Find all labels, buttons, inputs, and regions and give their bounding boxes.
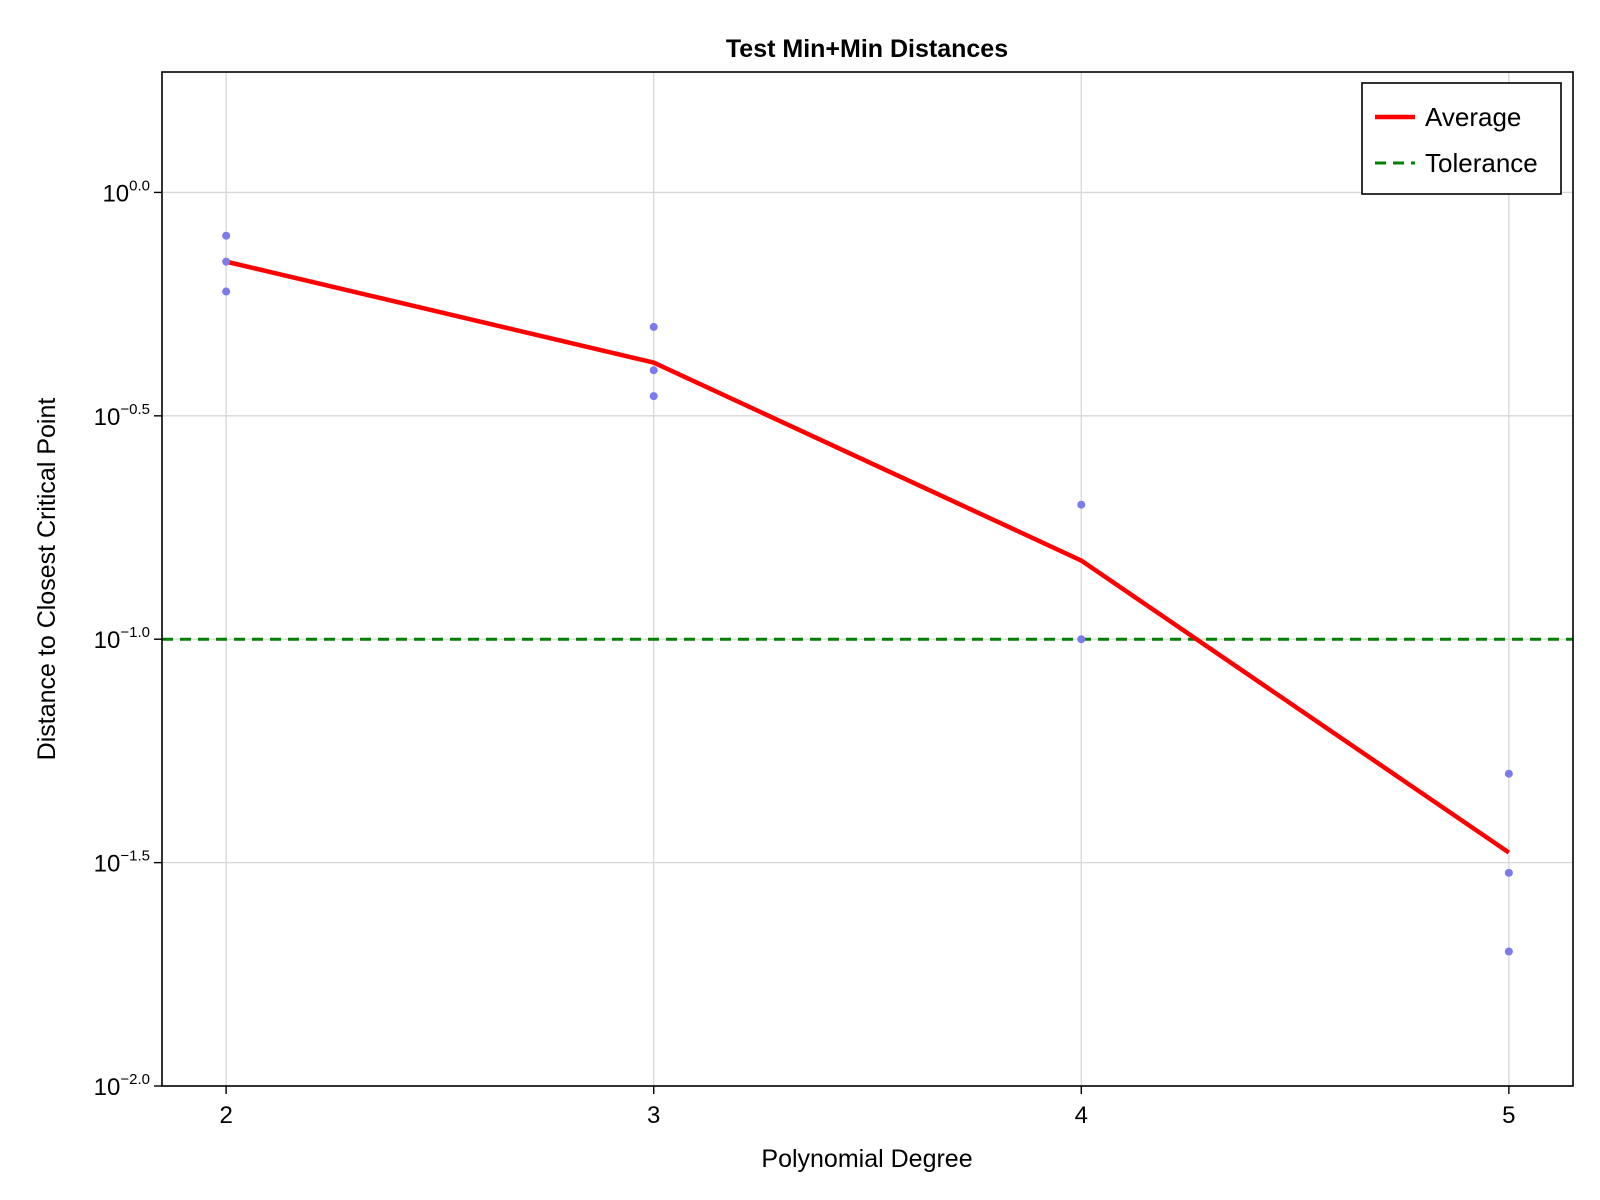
legend-average-label: Average — [1425, 102, 1521, 132]
y-tick-label: 100.0 — [102, 177, 150, 207]
y-tick-label: 10−1.0 — [94, 624, 150, 654]
y-axis-label: Distance to Closest Critical Point — [33, 398, 61, 761]
scatter-point — [649, 392, 658, 401]
legend-box — [1361, 82, 1562, 195]
x-axis-ticks: 2 3 4 5 — [219, 1086, 1516, 1129]
x-tick-label: 2 — [219, 1102, 232, 1129]
scatter-point — [1504, 947, 1513, 956]
legend-tolerance-label: Tolerance — [1425, 148, 1538, 178]
scatter-point — [1077, 635, 1086, 644]
chart-title: Test Min+Min Distances — [726, 35, 1008, 63]
average-line — [225, 259, 1511, 855]
scatter-point — [1504, 868, 1513, 877]
plot-frame — [161, 71, 1574, 1087]
legend: Average Tolerance — [1361, 82, 1562, 195]
grid-lines — [162, 72, 1573, 1087]
scatter-point — [649, 322, 658, 331]
x-axis-label: Polynomial Degree — [761, 1145, 972, 1173]
scatter-points — [222, 231, 1513, 956]
scatter-point — [1077, 500, 1086, 509]
y-tick-label: 10−2.0 — [94, 1071, 150, 1101]
y-tick-label: 10−0.5 — [94, 401, 150, 431]
x-tick-label: 5 — [1502, 1102, 1515, 1129]
scatter-point — [649, 366, 658, 375]
scatter-point — [222, 257, 231, 266]
y-axis-ticks: 100.0 10−0.5 10−1.0 10−1.5 10−2.0 — [94, 177, 162, 1101]
x-tick-label: 4 — [1075, 1102, 1088, 1129]
scatter-point — [222, 287, 231, 296]
scatter-point — [1504, 769, 1513, 778]
y-tick-label: 10−1.5 — [94, 848, 150, 878]
average-layer — [225, 259, 1511, 855]
x-tick-label: 3 — [647, 1102, 660, 1129]
scatter-point — [222, 231, 231, 240]
